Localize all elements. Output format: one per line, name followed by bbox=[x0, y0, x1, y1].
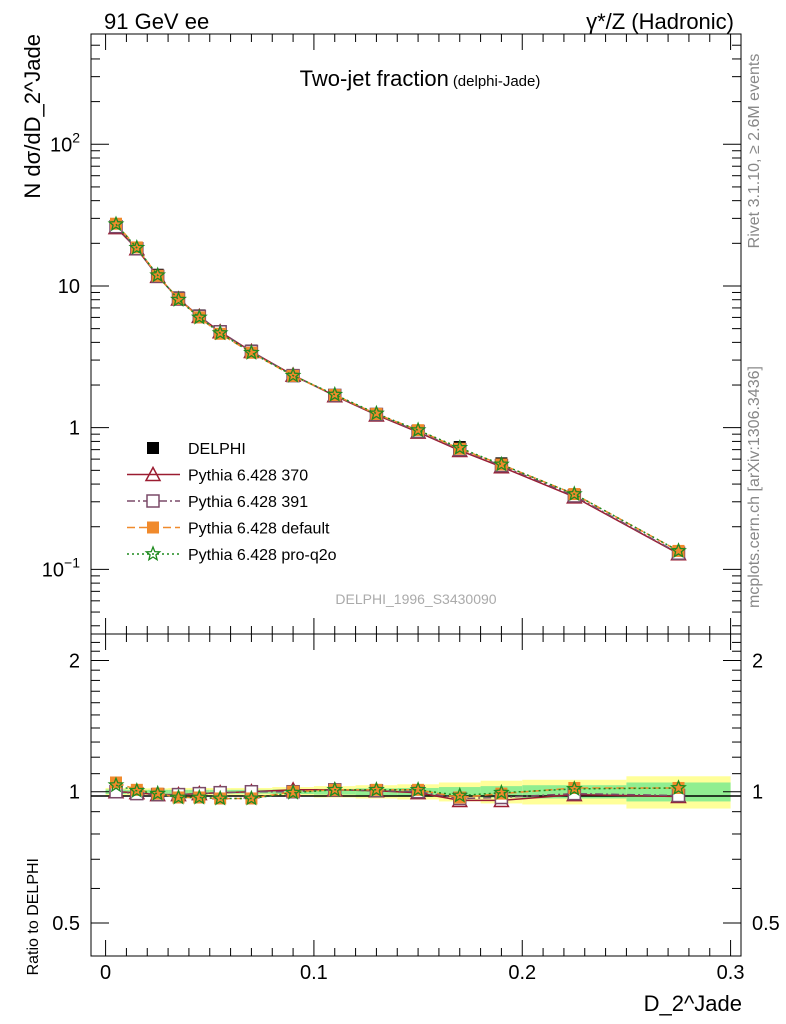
ratio-panel: 0.5 0.5 1 1 2 2 0 0.1 0.2 0.3 bbox=[52, 633, 780, 984]
plot-title-main: Two-jet fraction bbox=[300, 66, 449, 91]
ratio-point-4 bbox=[190, 788, 208, 805]
lower-y-axis-title: Ratio to DELPHI bbox=[25, 858, 42, 975]
ratio-point-4 bbox=[493, 783, 510, 800]
legend-marker bbox=[144, 545, 162, 562]
legend-marker bbox=[146, 494, 160, 508]
analysis-id-label: DELPHI_1996_S3430090 bbox=[335, 591, 496, 607]
ratio-point-4 bbox=[243, 789, 260, 806]
ratio-panel-frame bbox=[90, 633, 742, 957]
data-point-series-4 bbox=[368, 404, 385, 421]
legend-marker bbox=[147, 521, 159, 534]
ratio-point-4 bbox=[326, 780, 344, 797]
ratio-point-4 bbox=[409, 780, 427, 797]
main-y-axis: 10−1 1 10 102 bbox=[42, 33, 741, 634]
ratio-point-4 bbox=[284, 783, 302, 800]
main-y-tick-label: 10−1 bbox=[42, 554, 80, 581]
data-point-series-4 bbox=[107, 215, 125, 232]
legend-label: Pythia 6.428 370 bbox=[188, 468, 308, 485]
data-point-series-4 bbox=[211, 324, 229, 341]
upper-y-axis-title-text: N dσ/dD_2^Jade bbox=[20, 34, 45, 199]
data-point-series-4 bbox=[670, 542, 687, 559]
legend-marker bbox=[147, 442, 159, 454]
data-point-series-4 bbox=[149, 266, 166, 283]
plot-title-sub: (delphi-Jade) bbox=[453, 73, 541, 90]
ratio-line-3 bbox=[115, 781, 679, 800]
data-point-series-4 bbox=[566, 485, 583, 502]
main-y-tick-label: 1 bbox=[69, 418, 80, 440]
plot-title: Two-jet fraction (delphi-Jade) bbox=[300, 66, 541, 91]
ratio-point-4 bbox=[107, 776, 125, 793]
ratio-y-tick-label-right: 2 bbox=[752, 650, 763, 672]
ratio-y-tick-label: 1 bbox=[69, 782, 80, 804]
main-series-group bbox=[107, 215, 687, 561]
main-y-tick-label: 10 bbox=[58, 276, 80, 298]
legend-label: Pythia 6.428 391 bbox=[188, 494, 308, 511]
data-point-series-4 bbox=[243, 343, 260, 360]
data-point-series-4 bbox=[326, 385, 344, 402]
data-point-series-4 bbox=[170, 290, 187, 307]
main-y-tick-label: 102 bbox=[50, 129, 80, 156]
ratio-point-4 bbox=[670, 779, 687, 796]
ratio-point-4 bbox=[451, 786, 469, 803]
main-panel-frame bbox=[90, 33, 742, 635]
header-right: γ*/Z (Hadronic) bbox=[586, 9, 734, 34]
data-point-series-4 bbox=[451, 439, 469, 456]
ratio-point-4 bbox=[565, 780, 583, 797]
mcplots-label: mcplots.cern.ch [arXiv:1306.3436] bbox=[746, 366, 763, 608]
data-point-series-4 bbox=[128, 238, 146, 255]
rivet-label: Rivet 3.1.10, ≥ 2.6M events bbox=[746, 54, 763, 249]
data-point-series-4 bbox=[190, 308, 208, 325]
series-line-4 bbox=[115, 223, 679, 552]
upper-y-axis-title: N dσ/dD_2^Jade bbox=[20, 34, 45, 199]
legend-label: Pythia 6.428 default bbox=[188, 521, 330, 538]
legend: DELPHI Pythia 6.428 370 Pythia 6.428 391 Py… bbox=[127, 441, 337, 564]
data-point-series-4 bbox=[409, 421, 427, 438]
x-tick-label: 0.2 bbox=[508, 962, 536, 984]
ratio-point-4 bbox=[211, 789, 229, 806]
x-tick-label: 0.3 bbox=[717, 962, 745, 984]
header-left: 91 GeV ee bbox=[104, 9, 209, 34]
legend-label: Pythia 6.428 pro-q2o bbox=[188, 547, 337, 564]
ratio-axes: 0.5 0.5 1 1 2 2 0 0.1 0.2 0.3 bbox=[52, 634, 780, 984]
ratio-y-tick-label-right: 0.5 bbox=[752, 913, 780, 935]
ratio-y-tick-label: 0.5 bbox=[52, 913, 80, 935]
ratio-y-tick-label: 2 bbox=[69, 650, 80, 672]
main-panel: 10−1 1 10 102 bbox=[42, 33, 742, 635]
ratio-y-tick-label-right: 1 bbox=[752, 782, 763, 804]
data-point-series-4 bbox=[493, 455, 510, 472]
x-tick-label: 0 bbox=[100, 962, 111, 984]
x-tick-label: 0.1 bbox=[300, 962, 328, 984]
ratio-point-4 bbox=[170, 788, 187, 805]
ratio-point-4 bbox=[128, 781, 146, 798]
x-axis-title: D_2^Jade bbox=[644, 991, 742, 1016]
data-point-series-4 bbox=[284, 366, 302, 383]
ratio-series-group bbox=[107, 776, 687, 808]
legend-marker bbox=[144, 465, 162, 482]
ratio-point-4 bbox=[149, 784, 166, 801]
ratio-point-4 bbox=[368, 780, 385, 797]
legend-label: DELPHI bbox=[188, 441, 246, 458]
